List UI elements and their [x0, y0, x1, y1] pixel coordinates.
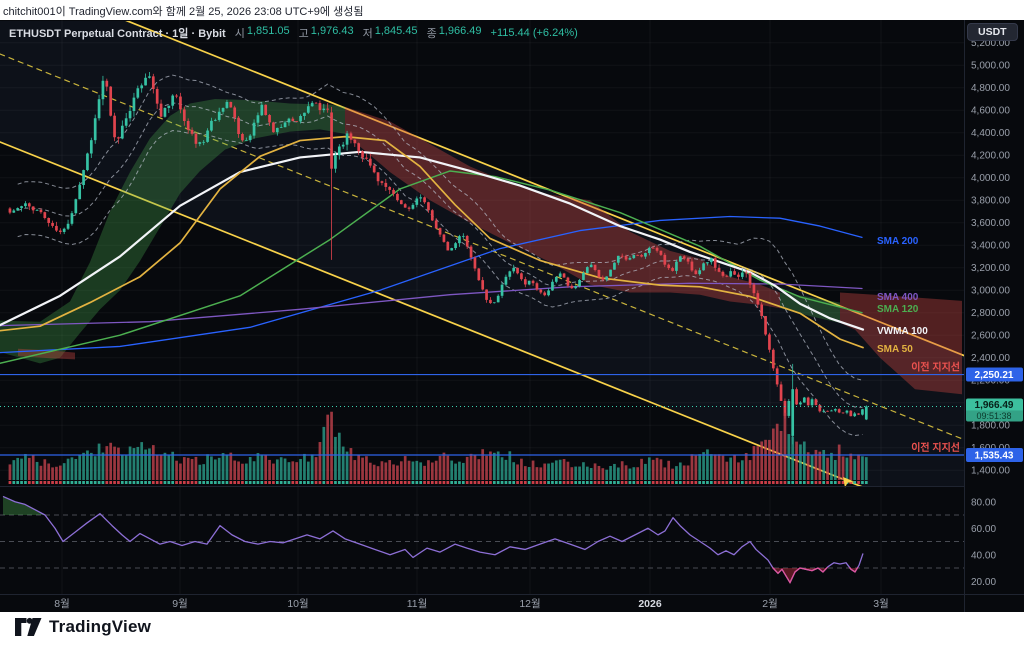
support-price-tag: 2,250.21 [975, 370, 1014, 381]
support-label: 이전 지지선 [911, 361, 960, 374]
svg-text:20.00: 20.00 [971, 577, 996, 588]
attribution-text: chitchit001이 TradingView.com와 함께 2월 25, … [3, 6, 364, 18]
line-sma-50 [0, 135, 864, 349]
ichimoku-cloud-red-future [840, 292, 962, 395]
svg-text:40.00: 40.00 [971, 550, 996, 561]
svg-text:1,400.00: 1,400.00 [971, 466, 1010, 477]
ohlc-low: 저 1,845.45 [362, 25, 418, 40]
label-sma-400: SMA 400 [877, 292, 919, 303]
tradingview-logo[interactable]: TradingView [15, 617, 151, 637]
svg-text:3,000.00: 3,000.00 [971, 286, 1010, 297]
line-sma-400 [0, 282, 863, 327]
label-sma-50: SMA 50 [877, 344, 913, 355]
svg-text:5,200.00: 5,200.00 [971, 38, 1010, 49]
volume-layer [8, 411, 868, 480]
line-vwma-100 [0, 150, 865, 331]
symbol-legend: ETHUSDT Perpetual Contract · 1일 · Bybit … [9, 25, 578, 41]
symbol-title[interactable]: ETHUSDT Perpetual Contract · 1일 · Bybit [9, 28, 226, 40]
label-vwma-100: VWMA 100 [877, 326, 928, 337]
cursor-icon [843, 477, 854, 488]
label-sma-200: SMA 200 [877, 236, 919, 247]
ohlc-close: 종 1,966.49 [426, 25, 482, 40]
svg-text:80.00: 80.00 [971, 497, 996, 508]
currency-unit-button[interactable]: USDT [967, 23, 1018, 41]
svg-text:4,200.00: 4,200.00 [971, 151, 1010, 162]
ichimoku-cloud-red [345, 106, 780, 309]
svg-text:2,400.00: 2,400.00 [971, 353, 1010, 364]
ichimoku-cloud-green [0, 98, 345, 364]
svg-text:5,000.00: 5,000.00 [971, 61, 1010, 72]
svg-text:2,600.00: 2,600.00 [971, 331, 1010, 342]
svg-text:3,600.00: 3,600.00 [971, 218, 1010, 229]
price-change: +115.44 (+6.24%) [490, 27, 578, 39]
svg-text:3월: 3월 [873, 598, 889, 610]
tradingview-logo-icon [15, 617, 42, 636]
label-sma-120: SMA 120 [877, 304, 919, 315]
ohlc-open: 시 1,851.05 [234, 25, 290, 40]
current-price-tag [966, 398, 1023, 422]
support-price-tag: 1,535.43 [975, 450, 1014, 461]
svg-text:1,800.00: 1,800.00 [971, 421, 1010, 432]
trend-strip [8, 481, 868, 484]
line-sma-120 [0, 170, 863, 365]
countdown-timer: 09:51:38 [976, 411, 1011, 421]
svg-text:3,400.00: 3,400.00 [971, 241, 1010, 252]
svg-text:1,966.49: 1,966.49 [975, 400, 1014, 411]
svg-text:4,000.00: 4,000.00 [971, 173, 1010, 184]
svg-text:10월: 10월 [287, 598, 308, 610]
svg-text:12월: 12월 [519, 598, 540, 610]
svg-text:9월: 9월 [172, 598, 188, 610]
svg-text:60.00: 60.00 [971, 524, 996, 535]
candles-layer [8, 71, 868, 445]
svg-text:4,600.00: 4,600.00 [971, 106, 1010, 117]
svg-text:4,800.00: 4,800.00 [971, 83, 1010, 94]
svg-text:11월: 11월 [407, 598, 428, 610]
ohlc-high: 고 1,976.43 [298, 25, 354, 40]
tradingview-logo-text: TradingView [49, 617, 152, 636]
svg-text:4,400.00: 4,400.00 [971, 128, 1010, 139]
support-label: 이전 지지선 [911, 441, 960, 454]
svg-text:2월: 2월 [762, 598, 778, 610]
svg-text:3,800.00: 3,800.00 [971, 196, 1010, 207]
line-sma-200 [0, 215, 863, 354]
moving-averages [0, 135, 865, 365]
svg-text:2026: 2026 [638, 598, 662, 610]
time-axis[interactable]: 8월 9월 10월 11월 12월 2026 2월 3월 [54, 598, 889, 610]
svg-text:3,200.00: 3,200.00 [971, 263, 1010, 274]
svg-text:8월: 8월 [54, 598, 70, 610]
svg-text:2,800.00: 2,800.00 [971, 308, 1010, 319]
rsi-panel [0, 495, 964, 584]
